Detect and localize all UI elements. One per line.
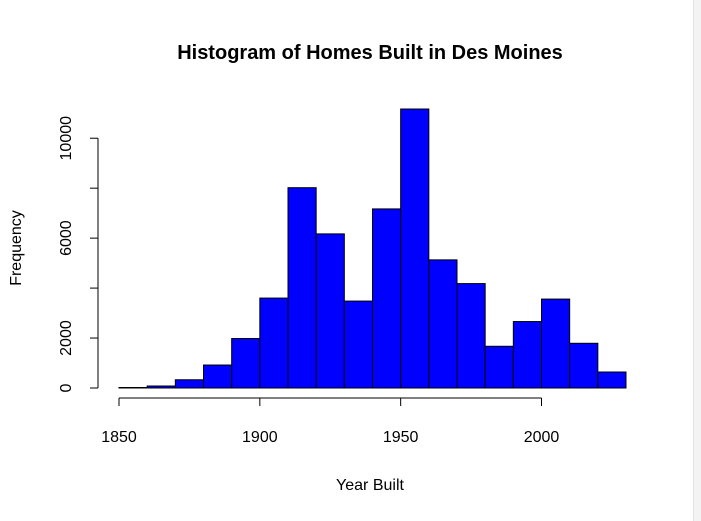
histogram-bar-1970: [456, 283, 486, 389]
scrollbar-gutter[interactable]: [693, 0, 701, 521]
histogram-bar-1950: [400, 108, 430, 389]
histogram-bar-1910: [287, 187, 317, 389]
x-tick-label-1900: 1900: [242, 429, 278, 446]
histogram-bar-2000: [541, 298, 571, 389]
histogram-bar-1960: [428, 259, 458, 389]
y-axis: 0 2000 6000 10000: [58, 116, 99, 392]
x-axis: 1850 1900 1950 2000: [101, 397, 560, 446]
x-axis-label: Year Built: [336, 477, 404, 494]
y-tick-label-6000: 6000: [58, 220, 75, 256]
histogram-bar-2020: [597, 371, 627, 389]
x-tick-label-1950: 1950: [383, 429, 419, 446]
histogram-bar-1990: [512, 321, 542, 389]
histogram-bar-1900: [259, 297, 289, 389]
histogram-bar-1940: [372, 208, 402, 389]
histogram-bar-1880: [203, 364, 233, 389]
y-axis-label: Frequency: [8, 210, 25, 286]
y-tick-label-2000: 2000: [58, 320, 75, 356]
histogram-bar-1920: [315, 233, 345, 389]
histogram-bar-1860: [146, 385, 176, 389]
y-tick-label-10000: 10000: [58, 116, 75, 161]
x-tick-label-2000: 2000: [524, 429, 560, 446]
histogram-bars: [118, 108, 627, 389]
histogram-bar-1980: [484, 345, 514, 389]
y-tick-label-0: 0: [58, 383, 75, 392]
x-tick-label-1850: 1850: [101, 429, 137, 446]
chart-title: Histogram of Homes Built in Des Moines: [177, 42, 563, 64]
histogram-bar-1890: [231, 338, 261, 389]
histogram-bar-2010: [569, 342, 599, 389]
histogram-bar-1930: [343, 300, 374, 389]
histogram-bar-1870: [174, 379, 204, 389]
